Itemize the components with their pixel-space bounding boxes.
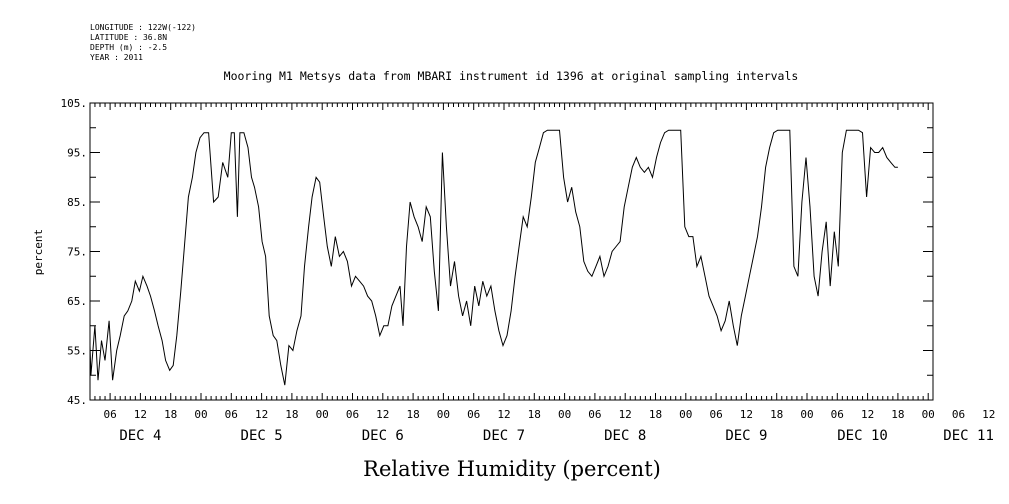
x-hour-label: 06 <box>103 408 116 421</box>
x-hour-label: 00 <box>922 408 935 421</box>
x-hour-label: 18 <box>164 408 177 421</box>
chart-title: Mooring M1 Metsys data from MBARI instru… <box>224 69 799 83</box>
x-hour-label: 06 <box>831 408 844 421</box>
x-axis-ticks <box>94 103 929 400</box>
x-hour-label: 06 <box>346 408 359 421</box>
y-tick-label: 95. <box>67 147 87 160</box>
x-hour-label: 12 <box>740 408 753 421</box>
x-hour-label: 12 <box>134 408 147 421</box>
x-day-label: DEC 9 <box>725 428 767 444</box>
y-tick-label: 75. <box>67 246 87 259</box>
x-hour-label: 06 <box>952 408 965 421</box>
y-axis-tick-labels: 45. 55. 65. 75. 85. 95. 105. <box>61 97 88 407</box>
x-axis-day-labels: DEC 4 DEC 5 DEC 6 DEC 7 DEC 8 DEC 9 DEC 10 DEC … <box>119 428 994 444</box>
x-hour-label: 18 <box>285 408 298 421</box>
x-day-label: DEC 4 <box>119 428 161 444</box>
x-day-label: DEC 6 <box>362 428 404 444</box>
y-tick-label: 45. <box>67 394 87 407</box>
y-tick-label: 85. <box>67 196 87 209</box>
x-hour-label: 18 <box>770 408 783 421</box>
metadata-depth: DEPTH (m) : -2.5 <box>90 43 167 52</box>
x-hour-label: 06 <box>709 408 722 421</box>
x-hour-label: 18 <box>649 408 662 421</box>
x-hour-label: 00 <box>679 408 692 421</box>
metadata-latitude: LATITUDE : 36.8N <box>90 33 167 42</box>
metadata-longitude: LONGITUDE : 122W(-122) <box>90 23 196 32</box>
x-hour-label: 12 <box>982 408 995 421</box>
x-hour-label: 00 <box>558 408 571 421</box>
x-hour-label: 18 <box>891 408 904 421</box>
y-axis-label: percent <box>32 229 45 275</box>
x-day-label: DEC 5 <box>241 428 283 444</box>
y-tick-label: 65. <box>67 295 87 308</box>
x-hour-label: 12 <box>497 408 510 421</box>
x-hour-label: 12 <box>255 408 268 421</box>
humidity-series-line <box>89 129 898 386</box>
x-hour-label: 18 <box>528 408 541 421</box>
x-hour-label: 12 <box>861 408 874 421</box>
x-hour-label: 06 <box>225 408 238 421</box>
y-tick-label: 105. <box>61 97 88 110</box>
x-axis-hour-labels: 06 12 18 00 06 12 18 00 06 12 18 00 06 12 18 00 06 12 18 00… <box>103 408 995 421</box>
y-tick-label: 55. <box>67 345 87 358</box>
x-axis-label: Relative Humidity (percent) <box>363 457 661 481</box>
x-day-label: DEC 8 <box>604 428 646 444</box>
x-hour-label: 06 <box>467 408 480 421</box>
x-day-label: DEC 7 <box>483 428 525 444</box>
x-hour-label: 00 <box>316 408 329 421</box>
y-axis-ticks <box>90 102 933 401</box>
x-hour-label: 12 <box>619 408 632 421</box>
x-day-label: DEC 11 <box>943 428 994 444</box>
plot-frame <box>89 102 934 401</box>
x-hour-label: 06 <box>588 408 601 421</box>
x-hour-label: 12 <box>376 408 389 421</box>
metadata-year: YEAR : 2011 <box>90 53 143 62</box>
x-hour-label: 00 <box>194 408 207 421</box>
x-hour-label: 18 <box>406 408 419 421</box>
x-day-label: DEC 10 <box>837 428 888 444</box>
x-hour-label: 00 <box>800 408 813 421</box>
x-hour-label: 00 <box>437 408 450 421</box>
